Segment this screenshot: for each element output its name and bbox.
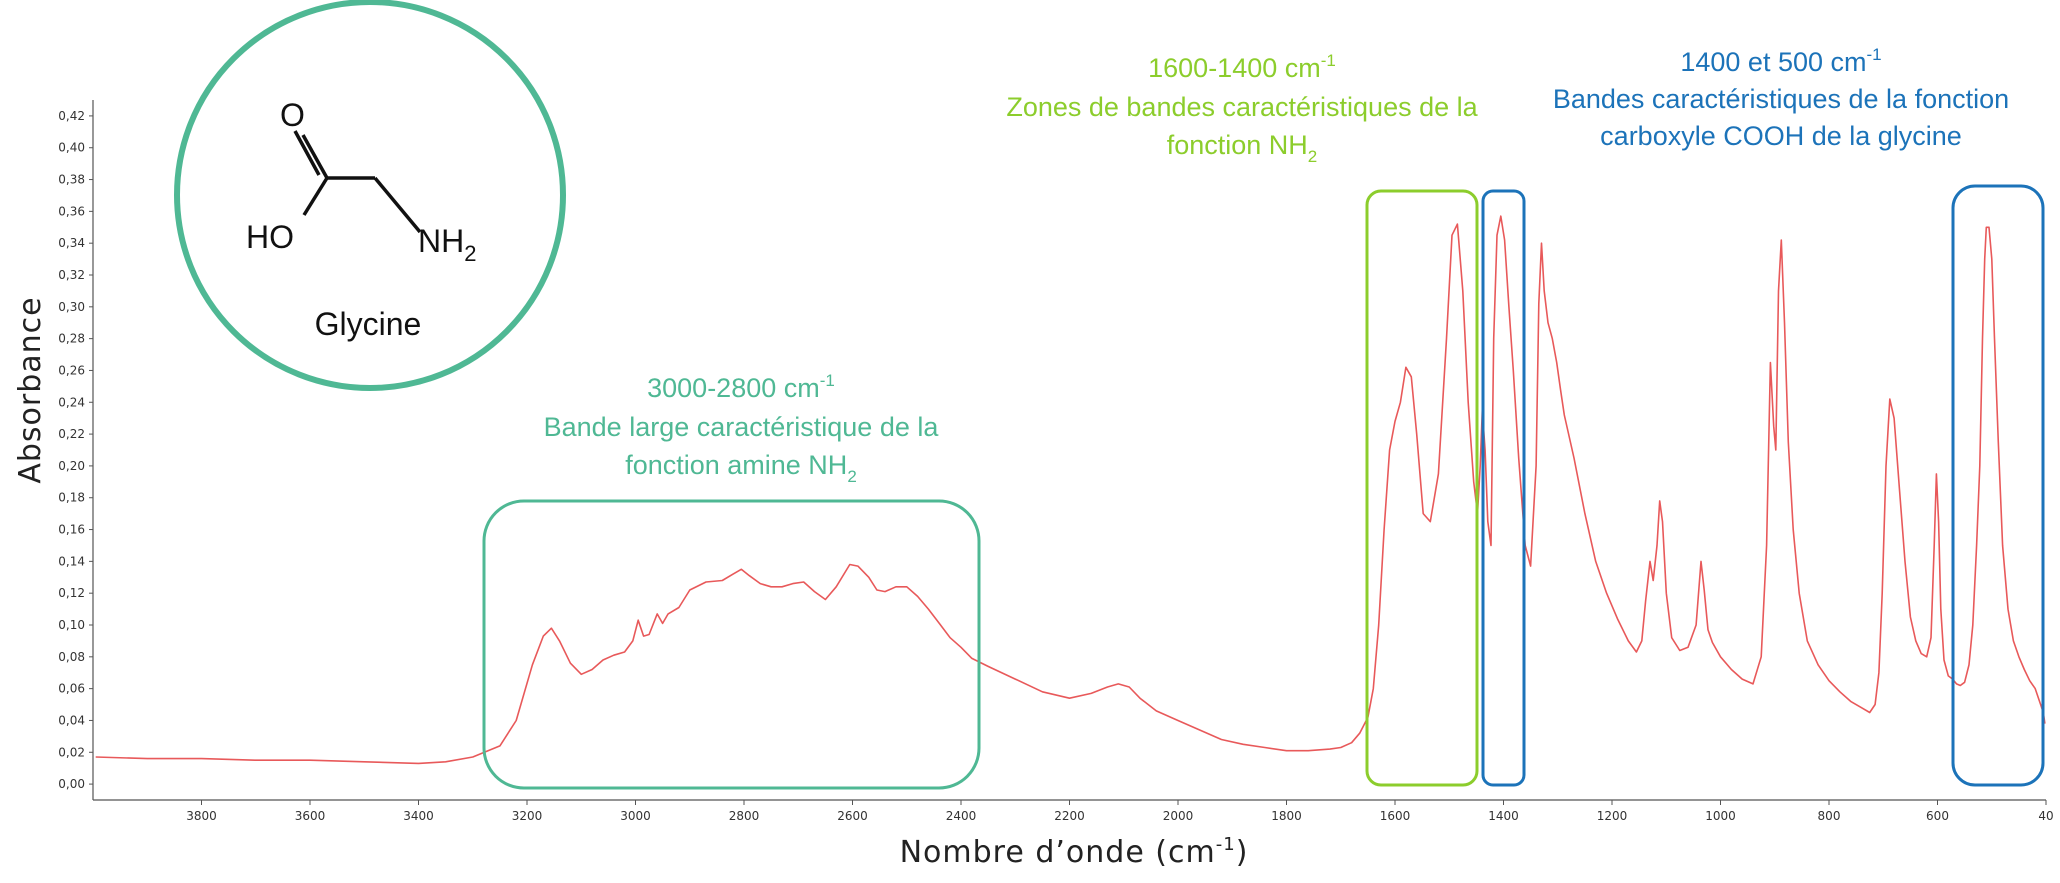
- x-tick-label: 3600: [295, 809, 326, 823]
- amine-line2-sub: 2: [847, 467, 856, 486]
- x-tick-label: 2600: [837, 809, 868, 823]
- y-tick-label: 0,26: [58, 363, 85, 377]
- x-tick-label: 3400: [403, 809, 434, 823]
- y-tick-label: 0,20: [58, 459, 85, 473]
- cooh-band-box-left: [1481, 189, 1526, 787]
- amine-line2-text: fonction amine NH: [625, 450, 847, 480]
- axes: 0,00 0,02 0,04 0,06 0,08 0,10 0,12 0,14 0,16 0,18…: [58, 100, 2054, 823]
- series-line: [95, 215, 2046, 765]
- amine-range-text: 3000-2800 cm: [647, 373, 820, 403]
- molecule-circle: [174, 0, 566, 391]
- x-ticks: 3800 3600 3400 3200 3000 2800 2600 2400 2200 2000…: [186, 800, 2054, 823]
- x-tick-label: 1800: [1271, 809, 1302, 823]
- y-tick-label: 0,42: [58, 109, 85, 123]
- glycine-structure-icon: [293, 130, 422, 234]
- cooh-annotation: 1400 et 500 cm-1 Bandes caractéristiques…: [1553, 45, 2009, 151]
- molecule-badge: O HO NH2 Glycine: [174, 0, 566, 391]
- x-tick-label: 1000: [1705, 809, 1736, 823]
- x-tick-label: 2400: [946, 809, 977, 823]
- y-tick-label: 0,10: [58, 618, 85, 632]
- y-tick-label: 0,36: [58, 204, 85, 218]
- molecule-ho-label: HO: [246, 219, 294, 255]
- x-tick-label: 40: [2038, 809, 2053, 823]
- x-tick-label: 1200: [1597, 809, 1628, 823]
- cooh-line2: carboxyle COOH de la glycine: [1600, 121, 1962, 151]
- x-tick-label: 600: [1926, 809, 1949, 823]
- y-tick-label: 0,16: [58, 523, 85, 537]
- molecule-o-label: O: [280, 97, 305, 133]
- amine-line2: fonction amine NH2: [625, 450, 857, 486]
- nh2-annotation: 1600-1400 cm-1 Zones de bandes caractéri…: [1006, 51, 1478, 166]
- y-tick-label: 0,00: [58, 777, 85, 791]
- molecule-nh-subscript: 2: [464, 241, 476, 266]
- x-tick-label: 3200: [512, 809, 543, 823]
- cooh-range: 1400 et 500 cm-1: [1680, 45, 1881, 77]
- nh2-band-box: [1365, 189, 1479, 787]
- cooh-range-text: 1400 et 500 cm: [1680, 47, 1866, 77]
- y-tick-label: 0,08: [58, 650, 85, 664]
- x-axis-title-sup: -1: [1216, 834, 1236, 855]
- y-tick-label: 0,18: [58, 491, 85, 505]
- y-tick-label: 0,02: [58, 745, 85, 759]
- amine-annotation: 3000-2800 cm-1 Bande large caractéristiq…: [544, 371, 940, 486]
- x-tick-label: 1400: [1488, 809, 1519, 823]
- y-tick-label: 0,34: [58, 236, 85, 250]
- nh2-line2: fonction NH2: [1167, 130, 1318, 166]
- y-tick-label: 0,06: [58, 682, 85, 696]
- y-tick-label: 0,30: [58, 300, 85, 314]
- x-axis-title-close: ): [1236, 835, 1249, 870]
- amine-range: 3000-2800 cm-1: [647, 371, 835, 403]
- x-axis-title-text: Nombre d’onde (cm: [900, 835, 1216, 870]
- x-tick-label: 800: [1818, 809, 1841, 823]
- amine-line1: Bande large caractéristique de la: [544, 412, 940, 442]
- y-ticks: 0,00 0,02 0,04 0,06 0,08 0,10 0,12 0,14 0,16 0,18…: [58, 109, 93, 791]
- nh2-line1: Zones de bandes caractéristiques de la: [1006, 92, 1478, 122]
- x-tick-label: 2200: [1054, 809, 1085, 823]
- y-tick-label: 0,22: [58, 427, 85, 441]
- x-tick-label: 2000: [1163, 809, 1194, 823]
- molecule-name: Glycine: [315, 306, 422, 342]
- y-tick-label: 0,24: [58, 395, 85, 409]
- molecule-nh-label: NH2: [418, 223, 476, 266]
- nh2-range: 1600-1400 cm-1: [1148, 51, 1336, 83]
- y-tick-label: 0,40: [58, 141, 85, 155]
- y-tick-label: 0,28: [58, 332, 85, 346]
- x-axis-title: Nombre d’onde (cm-1): [900, 834, 1249, 870]
- x-tick-label: 2800: [729, 809, 760, 823]
- y-tick-label: 0,14: [58, 554, 85, 568]
- amine-band-box: [482, 499, 981, 790]
- y-axis-title: Absorbance: [13, 296, 48, 483]
- nh2-line2-text: fonction NH: [1167, 130, 1308, 160]
- cooh-line1: Bandes caractéristiques de la fonction: [1553, 84, 2009, 114]
- cooh-band-box-right: [1951, 184, 2045, 787]
- y-tick-label: 0,04: [58, 713, 85, 727]
- nh2-range-sup: -1: [1321, 51, 1336, 70]
- x-tick-label: 3000: [620, 809, 651, 823]
- cooh-range-sup: -1: [1867, 45, 1882, 64]
- x-tick-label: 3800: [186, 809, 217, 823]
- x-tick-label: 1600: [1380, 809, 1411, 823]
- y-tick-label: 0,12: [58, 586, 85, 600]
- nh2-line2-sub: 2: [1308, 147, 1317, 166]
- molecule-nh-text: NH: [418, 223, 464, 259]
- nh2-range-text: 1600-1400 cm: [1148, 53, 1321, 83]
- y-tick-label: 0,38: [58, 173, 85, 187]
- y-tick-label: 0,32: [58, 268, 85, 282]
- amine-range-sup: -1: [820, 371, 835, 390]
